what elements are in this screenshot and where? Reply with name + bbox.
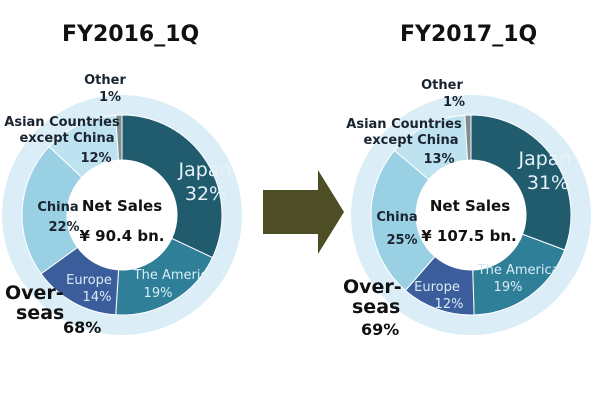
overseas-label-line1-fy2017: Over- xyxy=(343,276,402,298)
asia-label-line1-fy2016: Asian Countries xyxy=(4,115,120,130)
americas-label-fy2017: The Americas xyxy=(477,263,567,278)
europe-pct-fy2017: 12% xyxy=(435,297,464,312)
china-label-fy2016: China xyxy=(37,200,78,215)
overseas-label-line2-fy2016: seas xyxy=(16,302,64,324)
asia-pct-fy2017: 13% xyxy=(423,152,454,167)
china-pct-fy2017: 25% xyxy=(386,233,417,248)
americas-pct-fy2017: 19% xyxy=(494,280,523,295)
overseas-label-line1-fy2016: Over- xyxy=(5,282,64,304)
japan-label-fy2017: Japan xyxy=(518,148,572,170)
japan-pct-fy2017: 31% xyxy=(527,172,569,194)
donut-hole-fy2017 xyxy=(416,160,526,270)
japan-label-fy2016: Japan xyxy=(178,159,232,181)
other-pct-fy2016: 1% xyxy=(99,90,121,105)
slice-japan-1 xyxy=(470,114,572,251)
asia-pct-fy2016: 12% xyxy=(80,151,111,166)
other-label-fy2017: Other xyxy=(421,78,463,93)
center-value-fy2017: ¥ 107.5 bn. xyxy=(421,227,516,245)
overseas-pct-fy2016: 68% xyxy=(63,318,101,337)
slices-fy2017 xyxy=(370,114,572,316)
asia-label-line2-fy2016: except China xyxy=(19,131,114,146)
chart-fy2017: FY2017_1Q Net Sales ¥ 107.5 bn. Other 1%… xyxy=(343,22,591,339)
chart-title-fy2016: FY2016_1Q xyxy=(62,22,199,47)
other-pct-fy2017: 1% xyxy=(443,95,465,110)
center-label-fy2017: Net Sales xyxy=(430,197,510,215)
donut-hole-fy2016 xyxy=(67,160,177,270)
asia-label-line1-fy2017: Asian Countries xyxy=(346,117,462,132)
overseas-label-line2-fy2017: seas xyxy=(352,296,400,318)
china-pct-fy2016: 22% xyxy=(48,220,79,235)
overseas-pct-fy2017: 69% xyxy=(361,320,399,339)
chart-fy2016: FY2016_1Q Net Sales ¥ 90.4 bn. Other 1% … xyxy=(2,22,242,337)
center-label-fy2016: Net Sales xyxy=(82,197,162,215)
americas-pct-fy2016: 19% xyxy=(144,286,173,301)
europe-label-fy2017: Europe xyxy=(414,280,460,295)
asia-label-line2-fy2017: except China xyxy=(363,133,458,148)
europe-pct-fy2016: 14% xyxy=(83,290,112,305)
japan-pct-fy2016: 32% xyxy=(185,183,227,205)
other-label-fy2016: Other xyxy=(84,73,126,88)
slices-fy2016 xyxy=(21,114,223,316)
china-label-fy2017: China xyxy=(376,210,417,225)
americas-label-fy2016: The Americas xyxy=(133,268,223,283)
chart-title-fy2017: FY2017_1Q xyxy=(400,22,537,47)
center-value-fy2016: ¥ 90.4 bn. xyxy=(79,227,164,245)
europe-label-fy2016: Europe xyxy=(66,273,112,288)
right-arrow-icon xyxy=(263,170,344,254)
